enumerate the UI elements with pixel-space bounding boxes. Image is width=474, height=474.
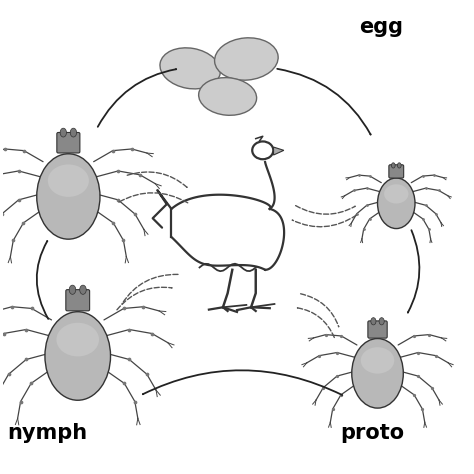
FancyBboxPatch shape [66,290,90,311]
Ellipse shape [69,285,76,294]
FancyArrowPatch shape [122,274,178,304]
FancyBboxPatch shape [368,321,387,338]
FancyArrowPatch shape [119,193,188,203]
Text: proto: proto [340,423,404,443]
Ellipse shape [361,347,394,374]
FancyArrowPatch shape [117,287,172,310]
Ellipse shape [37,154,100,239]
FancyArrowPatch shape [292,215,356,227]
Ellipse shape [352,338,403,408]
FancyArrowPatch shape [297,308,334,337]
FancyBboxPatch shape [57,132,80,153]
Polygon shape [273,147,284,155]
FancyBboxPatch shape [389,165,404,178]
Ellipse shape [56,323,99,356]
Ellipse shape [384,184,409,203]
Ellipse shape [379,318,384,325]
FancyArrowPatch shape [301,294,339,327]
FancyArrowPatch shape [98,69,176,127]
Ellipse shape [160,48,220,89]
Ellipse shape [60,128,66,137]
FancyArrowPatch shape [36,241,48,319]
Ellipse shape [70,128,77,137]
Ellipse shape [48,164,89,197]
Ellipse shape [199,78,256,115]
FancyArrowPatch shape [277,69,371,135]
Ellipse shape [252,141,273,159]
Ellipse shape [215,38,278,80]
Ellipse shape [45,312,110,400]
Ellipse shape [371,318,376,325]
FancyArrowPatch shape [408,230,419,312]
FancyArrowPatch shape [296,206,355,214]
Text: egg: egg [359,17,403,37]
Text: nymph: nymph [8,423,88,443]
FancyArrowPatch shape [127,172,187,187]
Ellipse shape [377,178,415,228]
FancyArrowPatch shape [143,370,342,395]
Ellipse shape [397,163,401,168]
Ellipse shape [392,163,395,168]
Ellipse shape [80,285,86,294]
